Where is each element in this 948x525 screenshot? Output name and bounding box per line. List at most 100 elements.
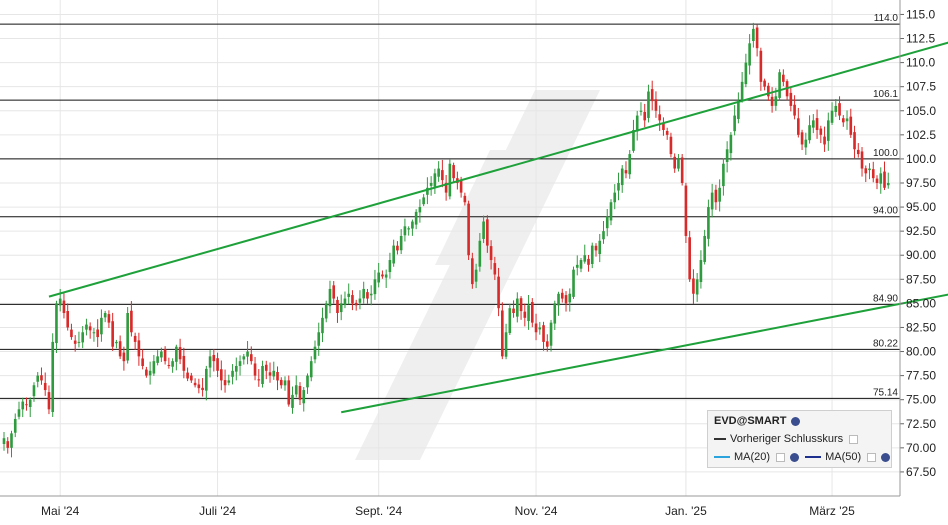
candle-body bbox=[632, 130, 635, 151]
candle-body bbox=[699, 260, 703, 283]
candle-body bbox=[32, 385, 36, 397]
y-axis: 115.0 112.5 110.0 107.5 105.0 102.5 100.0 97.50… bbox=[899, 0, 936, 496]
candle-body bbox=[58, 298, 62, 306]
candle-body bbox=[336, 299, 339, 314]
candle-body bbox=[767, 85, 770, 97]
candle-body bbox=[253, 363, 257, 376]
candle-body bbox=[426, 187, 429, 195]
candle-body bbox=[249, 354, 253, 362]
visibility-checkbox[interactable] bbox=[867, 452, 877, 462]
y-tick-label: 110.0 bbox=[906, 56, 935, 70]
settings-icon[interactable] bbox=[790, 452, 800, 462]
candle-body bbox=[66, 311, 70, 328]
x-tick-label: Juli '24 bbox=[199, 504, 236, 518]
candle-body bbox=[459, 179, 463, 193]
candle-body bbox=[467, 203, 470, 256]
candle-body bbox=[362, 288, 366, 299]
candle-body bbox=[860, 151, 864, 169]
candle-body bbox=[808, 125, 811, 141]
candle-body bbox=[838, 103, 841, 116]
legend-ma50[interactable]: MA(50) bbox=[825, 451, 862, 463]
horizontal-levels: 114.0 106.1 100.0 94.00 84.90 80.22 75.14 bbox=[0, 13, 900, 399]
candle-body bbox=[6, 441, 10, 448]
candle-body bbox=[313, 346, 317, 360]
candle-body bbox=[815, 118, 819, 131]
candle-body bbox=[21, 401, 25, 410]
candle-body bbox=[542, 325, 545, 342]
candle-body bbox=[418, 207, 422, 213]
candle-body bbox=[748, 43, 751, 66]
legend-ma20[interactable]: MA(20) bbox=[734, 451, 771, 463]
visibility-checkbox[interactable] bbox=[776, 452, 786, 462]
candle-body bbox=[635, 115, 639, 132]
candle-body bbox=[841, 118, 845, 123]
candle-body bbox=[643, 111, 647, 121]
candle-body bbox=[81, 332, 84, 343]
y-tick-label: 87.50 bbox=[906, 272, 936, 286]
legend-prev-close-row[interactable]: Vorheriger Schlusskurs bbox=[714, 433, 859, 445]
candle-body bbox=[182, 355, 186, 371]
candle-body bbox=[92, 332, 96, 334]
candle-body bbox=[2, 438, 6, 444]
candle-body bbox=[223, 380, 227, 386]
candle-body bbox=[545, 341, 549, 347]
candle-body bbox=[70, 329, 73, 338]
candle-body bbox=[351, 295, 354, 304]
candle-body bbox=[714, 189, 718, 203]
candle-body bbox=[830, 110, 834, 123]
candle-body bbox=[137, 340, 141, 357]
candle-body bbox=[804, 139, 808, 148]
grid bbox=[0, 0, 900, 496]
candle-body bbox=[725, 149, 729, 162]
candle-body bbox=[692, 278, 695, 294]
candle-body bbox=[220, 369, 223, 381]
candle-body bbox=[339, 303, 343, 313]
candle-body bbox=[722, 163, 725, 187]
candle-body bbox=[474, 269, 478, 282]
candle-body bbox=[740, 81, 744, 100]
y-tick-label: 80.00 bbox=[906, 345, 936, 359]
candle-body bbox=[448, 163, 452, 197]
candle-body bbox=[575, 264, 579, 268]
candle-body bbox=[429, 182, 433, 186]
candle-body bbox=[793, 104, 796, 116]
candle-body bbox=[673, 156, 676, 169]
watermark-shape bbox=[355, 90, 600, 460]
candle-body bbox=[246, 351, 249, 357]
candle-body bbox=[463, 195, 467, 203]
candle-body bbox=[868, 168, 871, 171]
candle-body bbox=[396, 245, 399, 251]
candle-body bbox=[688, 237, 691, 280]
legend-box: EVD@SMART Vorheriger Schlusskurs MA(20) … bbox=[707, 410, 892, 468]
y-tick-label: 75.00 bbox=[906, 393, 936, 407]
candle-body bbox=[441, 170, 444, 181]
candle-body bbox=[347, 293, 351, 297]
candle-body bbox=[358, 298, 362, 303]
candle-body bbox=[25, 404, 28, 406]
candle-body bbox=[208, 356, 212, 368]
candle-body bbox=[437, 168, 440, 177]
x-axis: Mai '24 Juli '24 Sept. '24 Nov. '24 Jan. '25… bbox=[0, 495, 900, 518]
candle-body bbox=[864, 168, 868, 174]
candle-body bbox=[620, 168, 624, 186]
candle-body bbox=[55, 303, 58, 344]
visibility-checkbox[interactable] bbox=[849, 434, 859, 444]
candle-body bbox=[684, 185, 688, 236]
candle-body bbox=[85, 324, 88, 330]
settings-icon[interactable] bbox=[791, 416, 801, 426]
candle-body bbox=[770, 96, 774, 106]
candle-body bbox=[366, 292, 369, 299]
candle-body bbox=[175, 346, 178, 362]
candle-body bbox=[276, 371, 279, 381]
candle-body bbox=[617, 182, 620, 191]
y-tick-label: 112.5 bbox=[906, 32, 935, 46]
candle-body bbox=[471, 258, 474, 285]
candle-body bbox=[695, 279, 699, 295]
settings-icon[interactable] bbox=[881, 452, 891, 462]
candle-body bbox=[73, 340, 77, 344]
candle-body bbox=[579, 260, 583, 269]
candle-body bbox=[407, 228, 410, 230]
candle-body bbox=[759, 50, 763, 82]
legend-prev-close: Vorheriger Schlusskurs bbox=[730, 433, 844, 445]
level-label: 106.1 bbox=[873, 89, 898, 100]
